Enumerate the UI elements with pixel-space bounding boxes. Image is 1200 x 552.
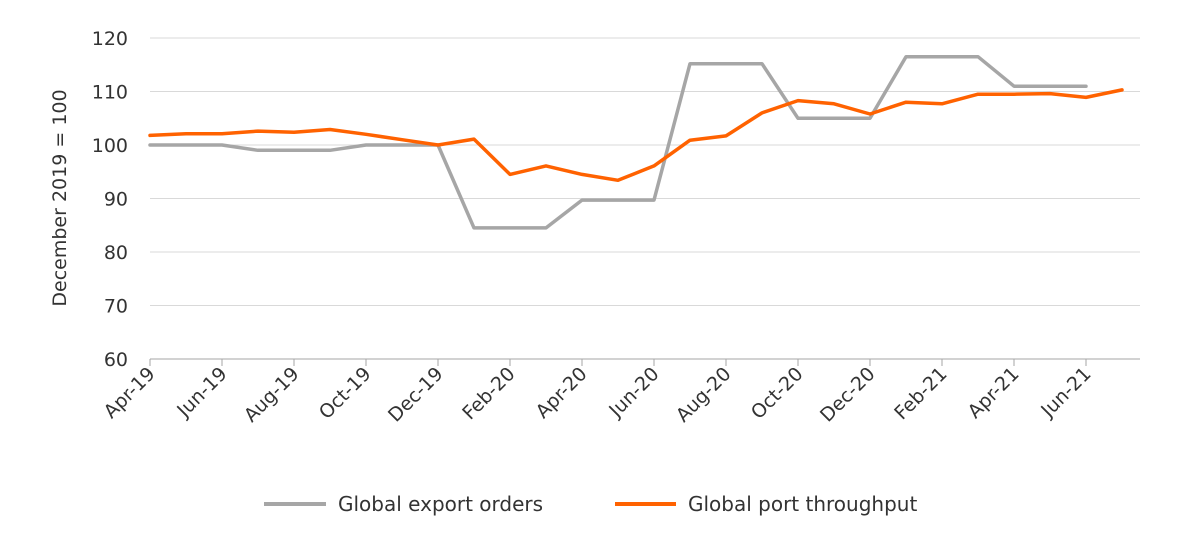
x-tick-label: Oct-19 bbox=[315, 363, 376, 424]
x-tick-label: Jun-20 bbox=[604, 363, 663, 422]
x-tick-label: Apr-21 bbox=[964, 363, 1024, 423]
x-tick-label: Dec-20 bbox=[816, 363, 880, 427]
x-tick-label: Oct-20 bbox=[747, 363, 808, 424]
legend: Global export orders Global port throughp… bbox=[264, 492, 917, 516]
x-tick-label: Aug-19 bbox=[240, 363, 304, 427]
x-tick-label: Jun-19 bbox=[172, 363, 231, 422]
x-tick-label: Apr-19 bbox=[100, 363, 160, 423]
x-axis: Apr-19 Jun-19 Aug-19 Oct-19 Dec-19 Feb-20 Apr-… bbox=[100, 358, 1140, 427]
y-tick-label: 70 bbox=[104, 296, 128, 318]
y-tick-label: 60 bbox=[104, 349, 128, 371]
series-line-1 bbox=[148, 88, 1124, 183]
y-tick-label: 110 bbox=[92, 82, 128, 104]
y-tick-label: 120 bbox=[92, 28, 128, 50]
x-tick-label: Apr-20 bbox=[532, 363, 592, 423]
legend-label: Global port throughput bbox=[688, 492, 917, 516]
gridlines bbox=[150, 37, 1140, 306]
y-axis-ticks: 60 70 80 90 100 110 120 bbox=[92, 28, 128, 371]
x-tick-label: Dec-19 bbox=[384, 363, 448, 427]
x-tick-label: Feb-21 bbox=[890, 363, 951, 424]
y-tick-label: 100 bbox=[92, 135, 128, 157]
y-axis-title: December 2019 = 100 bbox=[49, 89, 71, 306]
legend-label: Global export orders bbox=[338, 492, 543, 516]
series-lines bbox=[148, 54, 1124, 230]
x-tick-label: Aug-20 bbox=[672, 363, 736, 427]
y-tick-label: 90 bbox=[104, 189, 128, 211]
x-tick-label: Jun-21 bbox=[1036, 363, 1095, 422]
x-tick-label: Feb-20 bbox=[458, 363, 519, 424]
y-tick-label: 80 bbox=[104, 242, 128, 264]
series-line-0 bbox=[148, 54, 1088, 230]
